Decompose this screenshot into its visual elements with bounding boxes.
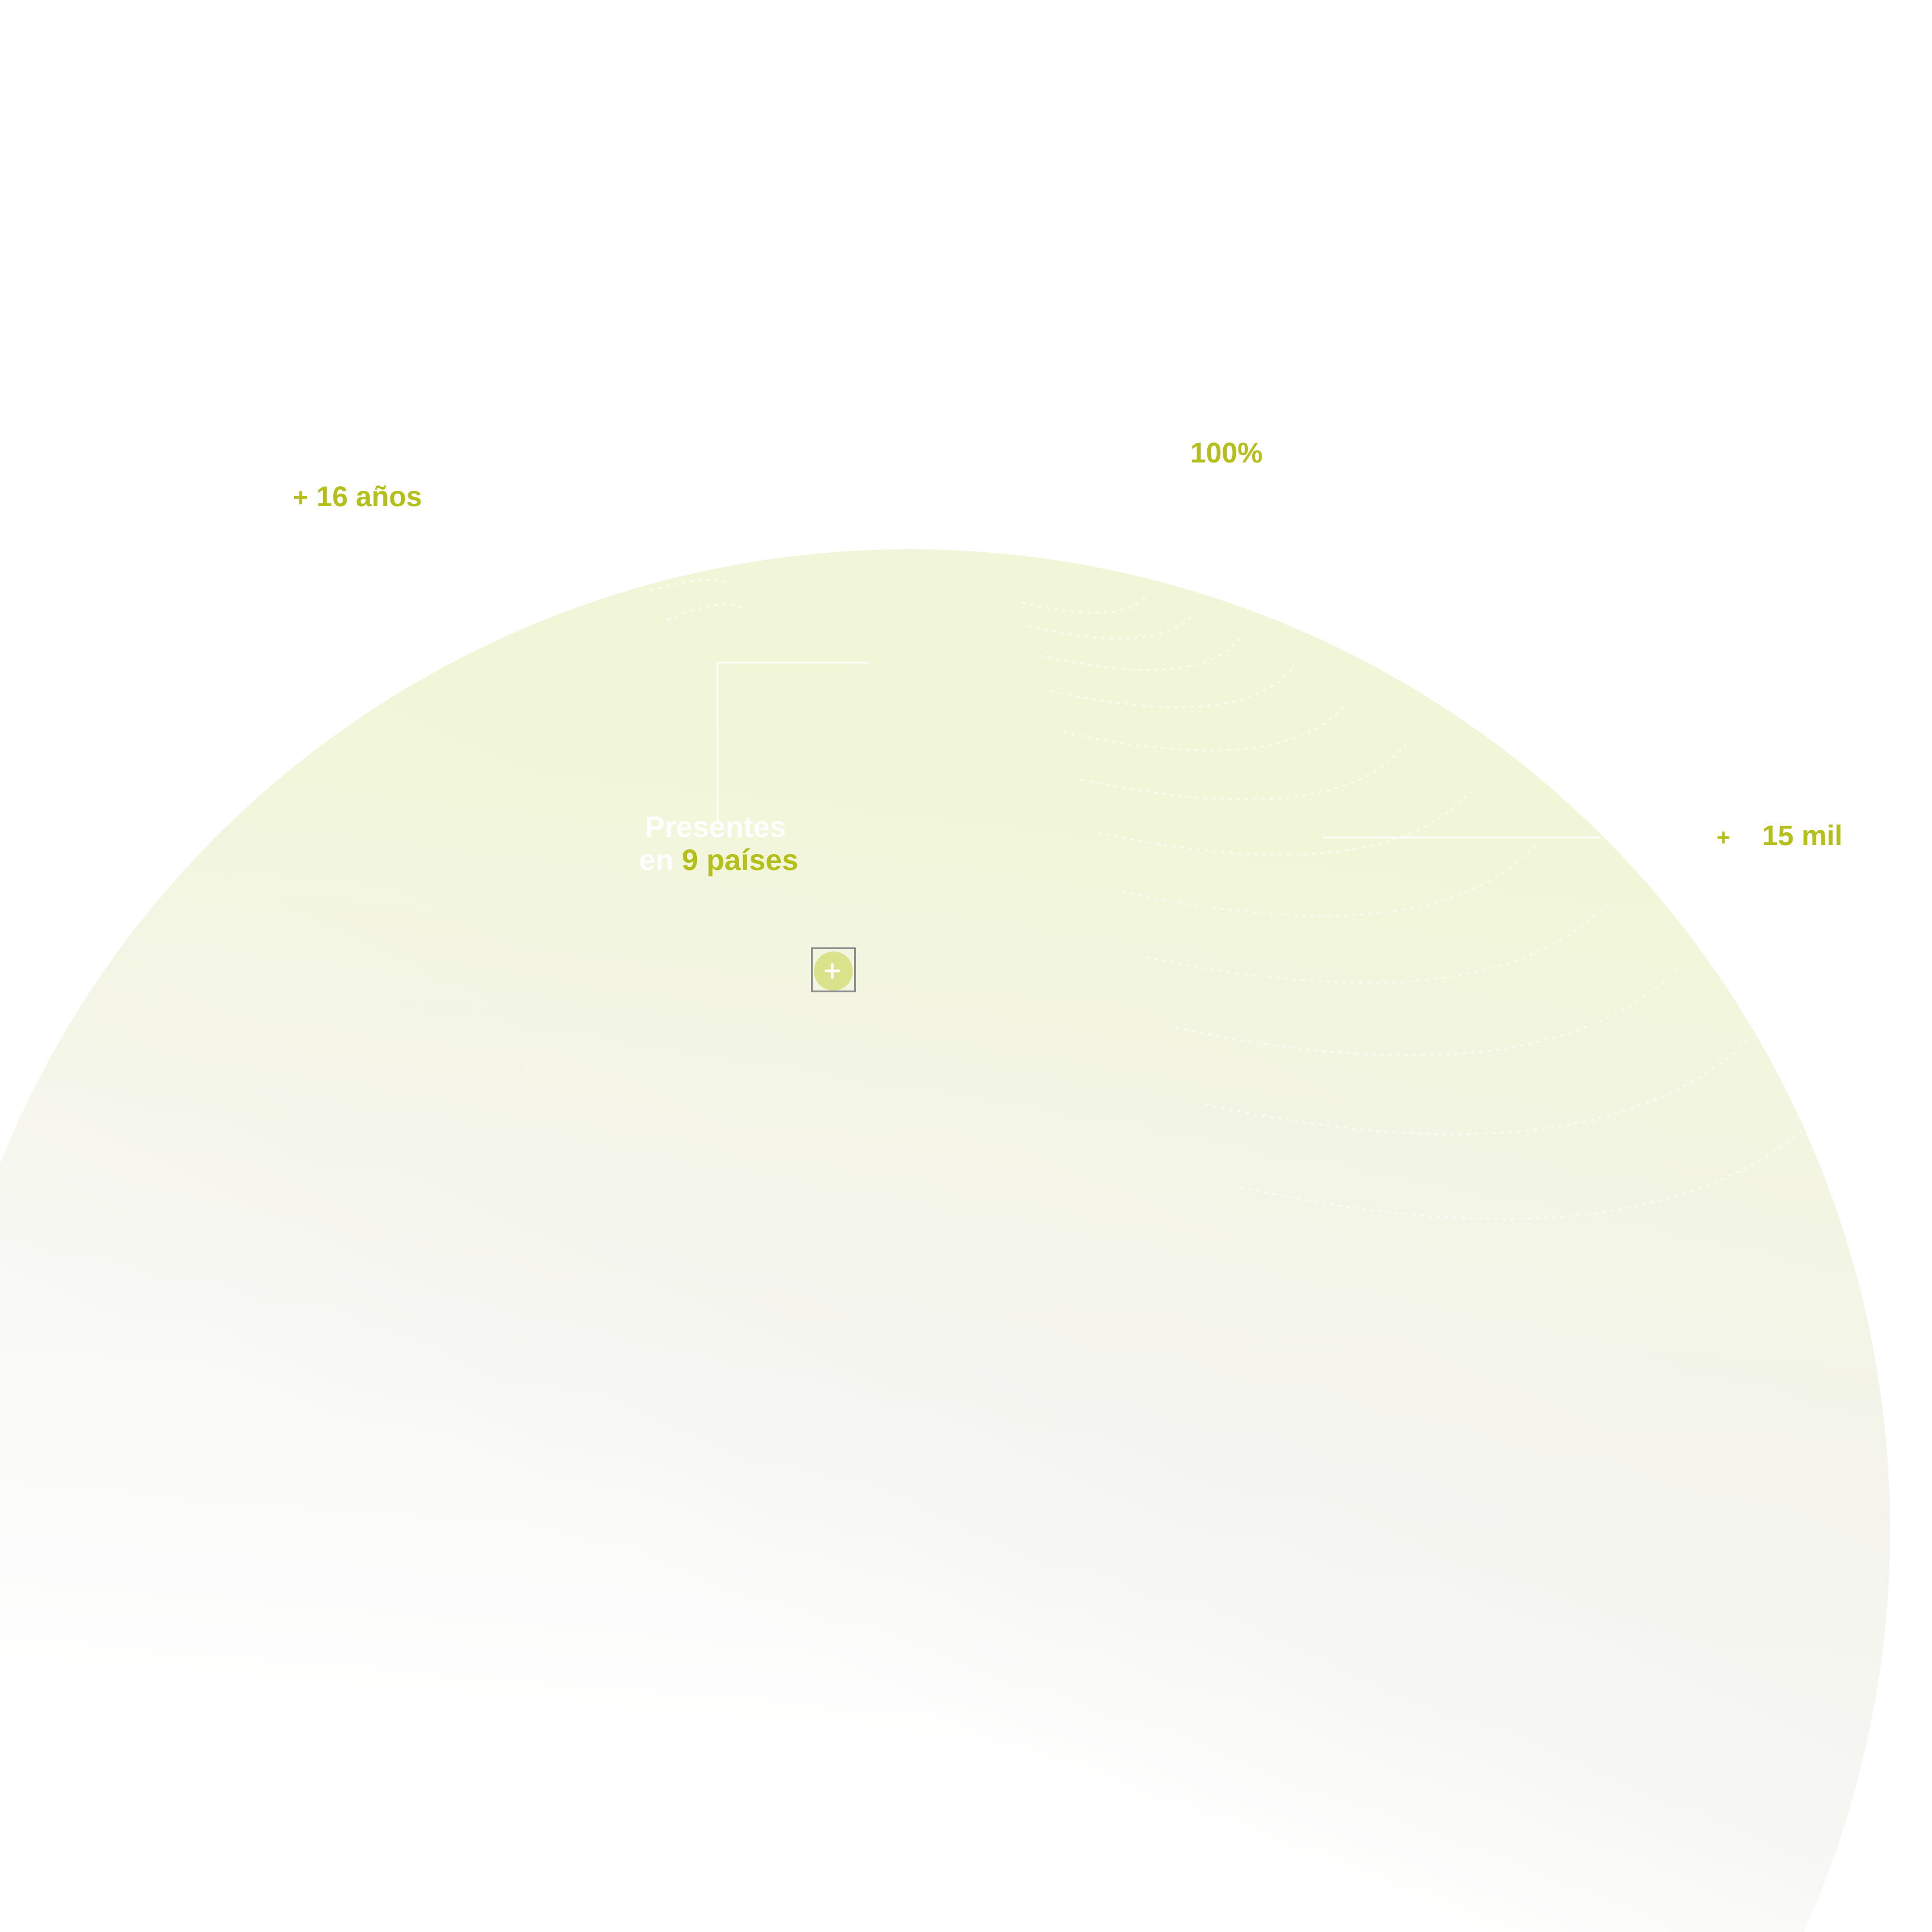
globe-shading — [0, 549, 1890, 1932]
stat-years-value: 16 años — [316, 481, 422, 513]
stat-mil: +15 mil — [1716, 822, 1842, 851]
stat-years: +16 años — [293, 483, 422, 511]
stat-percent-value: 100% — [1190, 438, 1263, 469]
stat-mil-value: 15 mil — [1762, 820, 1843, 852]
stat-percent: 100% — [1190, 439, 1263, 468]
connector-lines — [716, 662, 1601, 839]
expand-button[interactable] — [811, 947, 856, 992]
countries-line2: en 9 países — [639, 843, 799, 877]
countries-line1: Presentes — [645, 810, 787, 843]
connector-countries — [716, 662, 868, 821]
plus-icon — [824, 963, 840, 979]
stat-mil-prefix: + — [1716, 825, 1731, 851]
stat-years-prefix: + — [293, 483, 308, 512]
globe-rings — [649, 579, 1820, 1220]
countries-prefix: en — [639, 843, 674, 877]
countries-count: 9 países — [682, 843, 799, 877]
countries-label: Presentes en 9 países — [639, 810, 799, 877]
